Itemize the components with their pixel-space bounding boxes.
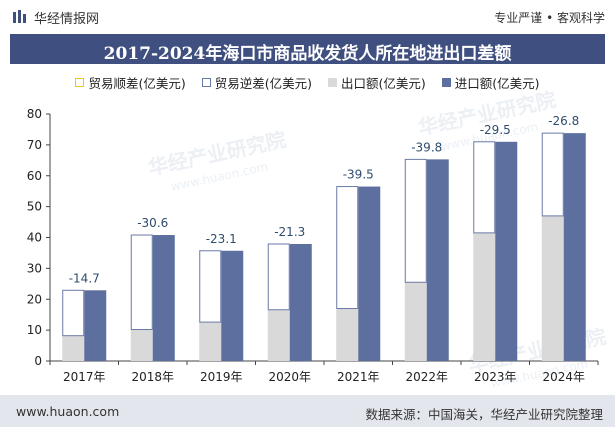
chart-canvas: 华经产业研究院www.huaon.com华经产业研究院www.huaon.com…: [27, 87, 608, 390]
trade-deficit-bar: [541, 132, 564, 217]
export-bar: [130, 329, 153, 361]
title-bar: 2017-2024年海口市商品收发货人所在地进出口差额: [10, 34, 605, 64]
import-bar: [358, 186, 381, 361]
chart-title: 2017-2024年海口市商品收发货人所在地进出口差额: [103, 44, 512, 64]
y-tick-label: 70: [27, 138, 42, 152]
import-bar: [221, 250, 244, 361]
trade-deficit-data-label: -39.5: [343, 168, 374, 182]
trade-deficit-bar: [130, 234, 153, 331]
export-bar: [199, 322, 222, 361]
x-tick-label: 2022年: [405, 370, 448, 384]
header-slogan: 专业严谨 • 客观科学: [494, 11, 605, 25]
export-bar: [336, 308, 359, 361]
trade-deficit-bar: [267, 243, 290, 311]
legend-label-export: 出口额(亿美元): [341, 75, 426, 91]
legend-item-trade-deficit: 贸易逆差(亿美元): [201, 72, 312, 92]
trade-deficit-data-label: -26.8: [548, 114, 579, 128]
site-name: 华经情报网: [34, 12, 100, 27]
x-tick-label: 2021年: [337, 370, 380, 384]
y-tick-label: 30: [27, 261, 42, 275]
footer-bar: www.huaon.com 数据来源：中国海关，华经产业研究院整理: [0, 395, 615, 427]
trade-deficit-data-label: -23.1: [206, 232, 237, 246]
legend-swatch-trade-surplus: [75, 77, 85, 87]
import-bar: [84, 290, 107, 361]
legend-label-trade-surplus: 贸易顺差(亿美元): [88, 75, 186, 91]
legend-item-import: 进口额(亿美元): [441, 72, 540, 92]
top-header: 华经情报网 专业严谨 • 客观科学: [0, 0, 615, 34]
trade-deficit-bar: [199, 250, 222, 323]
chart-legend: 贸易顺差(亿美元) 贸易逆差(亿美元) 出口额(亿美元) 进口额(亿美元): [0, 72, 615, 92]
x-tick-label: 2023年: [474, 370, 517, 384]
y-tick-label: 80: [27, 107, 42, 121]
y-tick-label: 20: [27, 292, 42, 306]
y-tick-label: 50: [27, 200, 42, 214]
trade-deficit-data-label: -30.6: [137, 216, 168, 230]
legend-item-trade-surplus: 贸易顺差(亿美元): [75, 72, 186, 92]
export-bar: [404, 282, 427, 361]
trade-deficit-bar: [336, 186, 359, 310]
import-bar: [426, 159, 449, 361]
y-tick-label: 0: [34, 354, 42, 368]
y-tick-label: 10: [27, 323, 42, 337]
x-tick-label: 2020年: [268, 370, 311, 384]
legend-item-export: 出口额(亿美元): [328, 72, 426, 92]
huajing-logo-icon: [13, 10, 26, 23]
legend-label-import: 进口额(亿美元): [454, 75, 540, 91]
legend-swatch-export: [328, 77, 337, 87]
legend-swatch-import: [441, 77, 451, 87]
footer-source: 数据来源：中国海关，华经产业研究院整理: [365, 407, 603, 422]
y-tick-label: 40: [27, 231, 42, 245]
import-bar: [152, 235, 175, 361]
trade-deficit-bar: [404, 158, 427, 283]
export-bar: [473, 232, 496, 361]
import-bar: [289, 243, 312, 361]
legend-swatch-trade-deficit: [201, 77, 211, 87]
x-tick-label: 2017年: [63, 370, 106, 384]
trade-deficit-data-label: -21.3: [274, 225, 305, 239]
export-bar: [62, 335, 85, 361]
x-tick-label: 2018年: [131, 370, 174, 384]
x-tick-label: 2019年: [200, 370, 243, 384]
footer-url: www.huaon.com: [16, 404, 120, 419]
import-bar: [495, 141, 518, 361]
import-bar: [563, 133, 586, 361]
trade-deficit-data-label: -39.8: [411, 140, 442, 154]
trade-deficit-data-label: -29.5: [480, 123, 511, 137]
legend-label-trade-deficit: 贸易逆差(亿美元): [214, 75, 312, 91]
export-bar: [267, 309, 290, 361]
x-tick-label: 2024年: [542, 370, 585, 384]
export-bar: [541, 215, 564, 361]
trade-deficit-data-label: -14.7: [69, 271, 100, 285]
y-tick-label: 60: [27, 169, 42, 183]
trade-deficit-bar: [473, 141, 496, 234]
trade-deficit-bar: [62, 289, 85, 337]
